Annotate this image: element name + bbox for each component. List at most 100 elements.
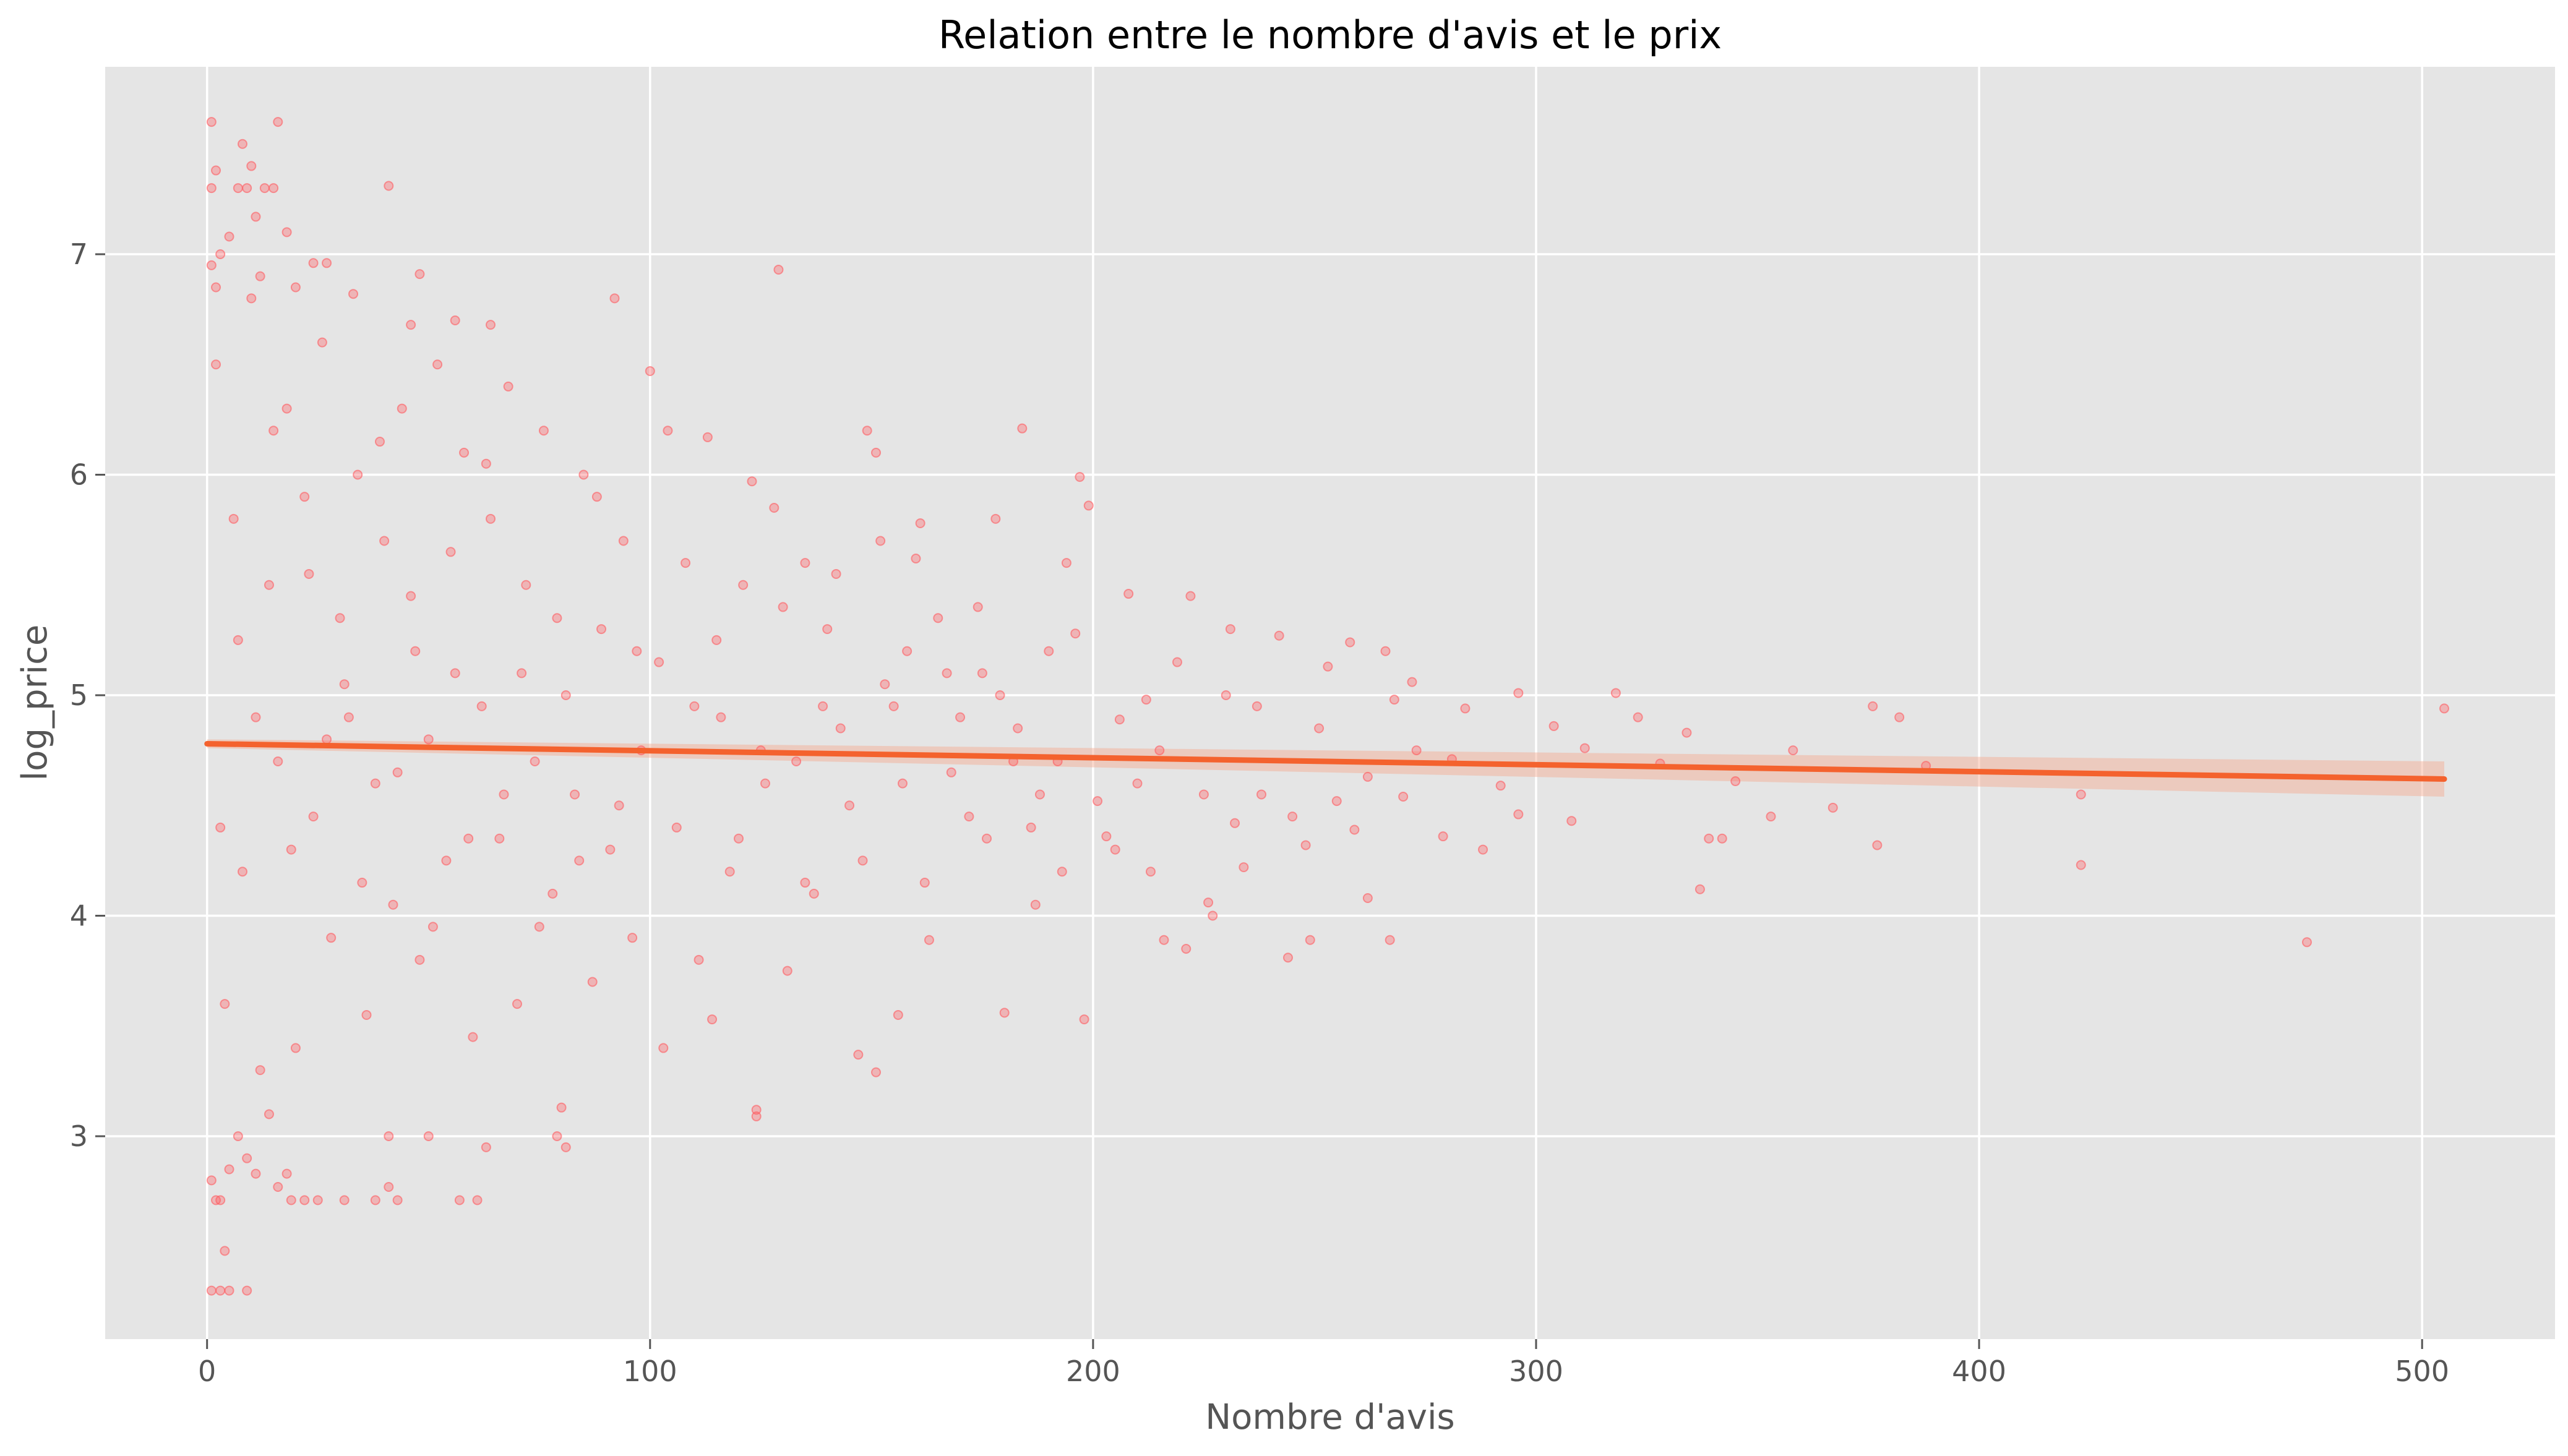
data-point [1633, 712, 1643, 722]
x-tick-label-0: 0 [198, 1355, 216, 1388]
y-axis-ticks: 3 4 5 6 7 [70, 238, 105, 1153]
data-point [1079, 1014, 1089, 1025]
data-point [499, 789, 509, 800]
data-point [618, 536, 629, 546]
data-point [1380, 646, 1391, 656]
data-point [893, 1009, 903, 1020]
data-point [1827, 802, 1838, 813]
data-point [357, 878, 367, 888]
data-point [206, 117, 217, 127]
data-point [512, 999, 522, 1009]
data-point [273, 117, 283, 127]
data-point [299, 1195, 310, 1205]
data-point [1694, 884, 1705, 894]
data-point [2439, 703, 2449, 714]
data-point [671, 822, 682, 833]
data-point [1411, 745, 1422, 756]
data-point [560, 690, 571, 701]
data-point [432, 359, 443, 370]
data-point [1579, 743, 1590, 753]
data-point [800, 878, 810, 888]
data-point [441, 855, 452, 866]
data-point [206, 183, 217, 194]
data-point [990, 513, 1001, 524]
data-point [1013, 723, 1023, 734]
data-point [237, 867, 247, 877]
data-point [560, 1142, 571, 1152]
data-point [1110, 844, 1120, 855]
data-point [614, 800, 624, 811]
data-point [818, 701, 828, 711]
data-point [521, 580, 531, 590]
data-point [1239, 862, 1249, 873]
data-point [379, 536, 390, 546]
data-point [538, 426, 549, 436]
data-point [481, 1142, 491, 1152]
data-point [242, 183, 252, 194]
y-tick-label-2: 5 [70, 679, 88, 712]
data-point [1331, 796, 1342, 807]
data-point [809, 888, 819, 899]
data-point [517, 668, 527, 679]
data-point [233, 635, 243, 645]
y-axis-label: log_price [15, 625, 55, 781]
data-point [654, 657, 664, 667]
data-point [689, 701, 700, 711]
x-axis-label: Nombre d'avis [1205, 1397, 1454, 1437]
data-point [1362, 771, 1373, 782]
data-point [1070, 628, 1081, 639]
data-point [1407, 677, 1417, 687]
data-point [255, 271, 265, 281]
data-point [317, 337, 327, 348]
data-point [1349, 824, 1360, 835]
data-point [1766, 812, 1776, 822]
data-point [1566, 816, 1577, 826]
data-point [995, 690, 1005, 701]
data-point [322, 734, 332, 745]
x-axis-ticks: 0 100 200 300 400 500 [198, 1339, 2449, 1388]
data-point [1398, 792, 1409, 802]
data-point [1460, 703, 1471, 714]
data-point [494, 833, 505, 844]
data-point [1868, 701, 1878, 711]
data-point [1083, 500, 1094, 511]
data-point [897, 778, 908, 789]
data-point [1287, 812, 1298, 822]
data-point [281, 403, 292, 414]
data-point [964, 812, 974, 822]
data-point [734, 833, 744, 844]
data-point [791, 756, 802, 766]
data-point [1057, 867, 1067, 877]
x-tick-label-5: 500 [2395, 1355, 2449, 1388]
regression-line-layer [204, 740, 2447, 782]
data-point [211, 282, 221, 293]
data-point [694, 954, 704, 965]
data-point [476, 701, 487, 711]
data-point [392, 767, 403, 777]
data-point [384, 1182, 394, 1193]
data-point [454, 1195, 465, 1205]
data-point [1495, 781, 1506, 791]
data-point [410, 646, 421, 656]
data-point [224, 1285, 234, 1296]
data-point [361, 1009, 372, 1020]
data-point [955, 712, 966, 722]
data-point [977, 668, 987, 679]
data-point [339, 679, 350, 690]
data-point [982, 833, 992, 844]
grid-lines [105, 67, 2555, 1339]
data-point [587, 977, 598, 987]
data-point [769, 502, 779, 513]
data-point [548, 888, 558, 899]
data-point [463, 833, 474, 844]
data-point [1034, 789, 1045, 800]
data-point [246, 293, 257, 304]
data-point [751, 1105, 762, 1115]
data-point [973, 602, 983, 612]
data-point [1305, 935, 1315, 945]
data-point [339, 1195, 350, 1205]
data-point [530, 756, 540, 766]
data-point [290, 1043, 301, 1053]
data-point [1101, 831, 1112, 842]
